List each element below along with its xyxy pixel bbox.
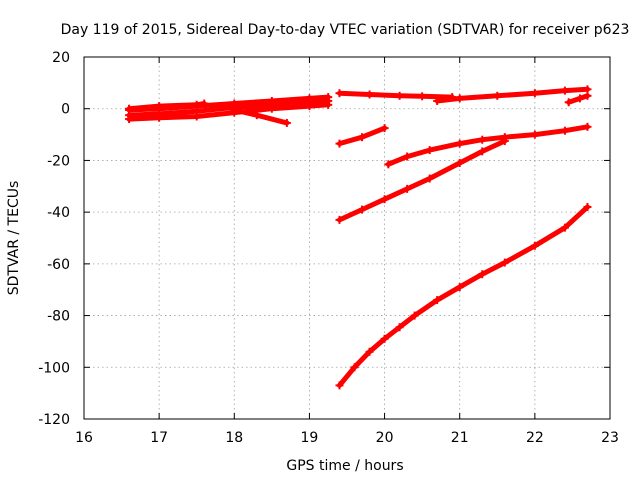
data-point bbox=[267, 104, 276, 113]
data-point bbox=[230, 106, 239, 115]
data-point bbox=[125, 104, 134, 113]
data-point bbox=[403, 184, 412, 193]
series-8 bbox=[564, 91, 592, 107]
data-point bbox=[335, 381, 344, 390]
data-point bbox=[380, 124, 389, 133]
data-point bbox=[560, 223, 569, 232]
y-tick-label: 0 bbox=[61, 102, 70, 118]
data-point bbox=[155, 113, 164, 122]
series-4 bbox=[230, 106, 291, 127]
data-point bbox=[433, 296, 442, 305]
data-point bbox=[583, 91, 592, 100]
plot-frame bbox=[83, 56, 611, 420]
data-point bbox=[455, 94, 464, 103]
x-tick-label: 18 bbox=[225, 430, 243, 446]
data-point bbox=[425, 174, 434, 183]
data-point bbox=[324, 93, 333, 102]
data-point bbox=[560, 86, 569, 95]
data-point bbox=[365, 90, 374, 99]
y-tick-labels: 20 0 -20 -40 -60 -80 -100 -120 bbox=[38, 50, 70, 428]
y-tick-label: -80 bbox=[47, 309, 70, 325]
data-point bbox=[583, 202, 592, 211]
data-point bbox=[403, 152, 412, 161]
data-point bbox=[358, 205, 367, 214]
series-11 bbox=[335, 202, 592, 390]
data-point bbox=[335, 89, 344, 98]
data-point bbox=[500, 137, 509, 146]
data-point bbox=[155, 102, 164, 111]
data-point bbox=[395, 323, 404, 332]
data-point bbox=[358, 133, 367, 142]
y-tick-label: 20 bbox=[52, 50, 70, 66]
y-tick-label: -20 bbox=[47, 153, 70, 169]
data-point bbox=[478, 270, 487, 279]
data-point bbox=[478, 147, 487, 156]
data-point bbox=[493, 91, 502, 100]
x-tick-label: 20 bbox=[376, 430, 394, 446]
data-point bbox=[282, 118, 291, 127]
y-tick-label: -100 bbox=[38, 360, 70, 376]
data-point bbox=[560, 126, 569, 135]
data-point bbox=[305, 102, 314, 111]
data-point bbox=[384, 160, 393, 169]
series-6 bbox=[335, 124, 389, 148]
y-tick-label: -60 bbox=[47, 257, 70, 273]
series-layer bbox=[125, 85, 592, 390]
series-7 bbox=[433, 85, 592, 105]
data-point bbox=[335, 139, 344, 148]
data-point bbox=[425, 146, 434, 155]
data-point bbox=[575, 94, 584, 103]
data-point bbox=[418, 92, 427, 101]
series-line bbox=[337, 138, 508, 223]
grid bbox=[84, 57, 610, 419]
series-line bbox=[337, 204, 590, 388]
data-point bbox=[530, 241, 539, 250]
data-point bbox=[380, 195, 389, 204]
data-point bbox=[530, 89, 539, 98]
series-line bbox=[385, 124, 590, 167]
data-point bbox=[530, 130, 539, 139]
data-point bbox=[478, 135, 487, 144]
x-tick-label: 16 bbox=[75, 430, 93, 446]
x-tick-label: 17 bbox=[150, 430, 168, 446]
data-point bbox=[305, 94, 314, 103]
data-point bbox=[410, 311, 419, 320]
data-point bbox=[395, 91, 404, 100]
data-point bbox=[252, 111, 261, 120]
y-axis-label: SDTVAR / TECUs bbox=[6, 181, 22, 296]
series-10 bbox=[335, 137, 509, 224]
data-point bbox=[455, 139, 464, 148]
data-point bbox=[583, 122, 592, 131]
y-tick-label: -120 bbox=[38, 412, 70, 428]
x-tick-label: 23 bbox=[601, 430, 619, 446]
data-point bbox=[324, 100, 333, 109]
data-point bbox=[365, 347, 374, 356]
data-point bbox=[455, 159, 464, 168]
x-tick-labels: 16 17 18 19 20 21 22 23 bbox=[75, 430, 619, 446]
x-axis-label: GPS time / hours bbox=[286, 458, 403, 474]
x-tick-label: 21 bbox=[451, 430, 469, 446]
data-point bbox=[125, 115, 134, 124]
series-3 bbox=[125, 99, 209, 113]
ticks bbox=[83, 56, 611, 420]
data-point bbox=[564, 98, 573, 107]
data-point bbox=[380, 334, 389, 343]
data-point bbox=[192, 112, 201, 121]
data-point bbox=[500, 258, 509, 267]
data-point bbox=[200, 99, 209, 108]
data-point bbox=[267, 96, 276, 105]
data-point bbox=[192, 100, 201, 109]
x-tick-label: 22 bbox=[526, 430, 544, 446]
data-point bbox=[350, 363, 359, 372]
chart-title: Day 119 of 2015, Sidereal Day-to-day VTE… bbox=[61, 22, 630, 38]
data-point bbox=[433, 96, 442, 105]
x-tick-label: 19 bbox=[301, 430, 319, 446]
y-tick-label: -40 bbox=[47, 205, 70, 221]
data-point bbox=[335, 215, 344, 224]
data-point bbox=[455, 283, 464, 292]
series-9 bbox=[384, 122, 592, 169]
